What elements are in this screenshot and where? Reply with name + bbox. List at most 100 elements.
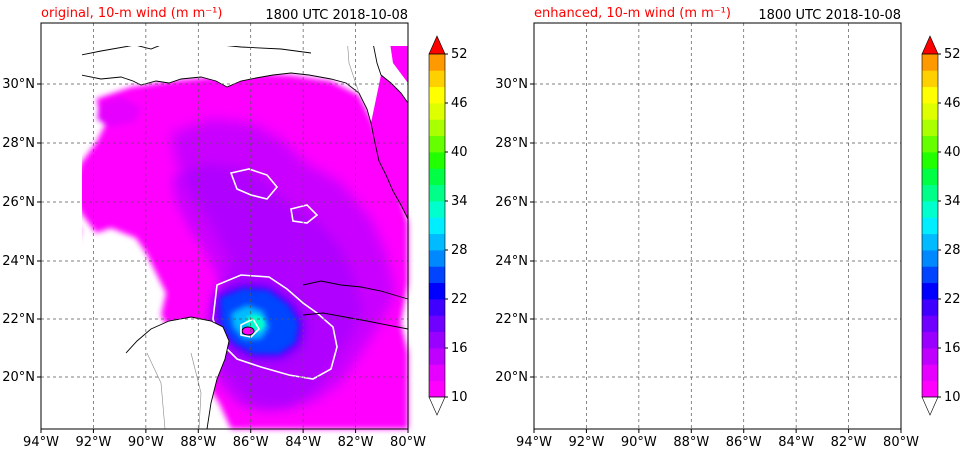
- coastline: [146, 352, 166, 430]
- colorbar-bin: [429, 380, 445, 398]
- colorbar-bin: [922, 299, 938, 316]
- coastline: [796, 313, 901, 329]
- lat-tick-label: 30°N: [495, 77, 528, 92]
- colorbar-extend-min: [921, 396, 939, 416]
- colorbar-bin: [922, 168, 938, 186]
- lon-tick-label: 90°W: [621, 435, 657, 450]
- coastline: [734, 23, 736, 47]
- map-frame: [533, 22, 902, 430]
- lon-tick-label: 94°W: [23, 435, 59, 450]
- colorbar-bin: [429, 119, 445, 137]
- coastline: [619, 317, 722, 429]
- wind-shade-12: [97, 97, 141, 127]
- wind-shade-10-florida: [864, 75, 901, 219]
- coastline: [640, 353, 658, 429]
- colorbar-bin: [429, 70, 445, 88]
- lon-tick-label: 92°W: [568, 435, 604, 450]
- wind-contour: [229, 168, 279, 200]
- map-panel-enhanced: 94°W 92°W 90°W 88°W 86°W 84°W 82°W 80°W 30°N 28°N…: [495, 6, 960, 450]
- coastline: [534, 415, 574, 421]
- colorbar-bin: [922, 282, 938, 300]
- colorbar-bin: [429, 152, 445, 169]
- lon-tick-label: 80°W: [390, 435, 426, 450]
- wind-contour: [290, 204, 319, 224]
- coastline: [694, 23, 696, 43]
- coastline: [82, 72, 409, 220]
- lat-tick-label: 20°N: [495, 370, 528, 385]
- colorbar-tick-label: 40: [944, 145, 961, 160]
- colorbar-extend-max: [428, 35, 446, 55]
- colorbar-bin: [922, 201, 938, 218]
- coastline: [41, 415, 81, 421]
- lon-tick-label: 84°W: [285, 435, 321, 450]
- colorbar-tick-label: 22: [944, 292, 961, 307]
- colorbar-bin: [922, 86, 938, 104]
- lon-tick-label: 92°W: [75, 435, 111, 450]
- wind-shade-10: [564, 73, 901, 429]
- map-frame: [40, 22, 409, 430]
- colorbar-tick-label: 16: [944, 341, 961, 356]
- lat-tick-label: 28°N: [495, 136, 528, 151]
- wind-shade-14: [664, 119, 889, 409]
- colorbar-tick-label: 16: [451, 341, 468, 356]
- coastline: [684, 353, 694, 429]
- colorbar-bin: [922, 348, 938, 365]
- colorbar-bin: [922, 103, 938, 120]
- colorbar-tick-label: 28: [944, 243, 961, 258]
- coastline: [839, 23, 852, 93]
- colorbar-bin: [429, 282, 445, 300]
- colorbar-bin: [429, 331, 445, 349]
- colorbar-tick-label: 40: [451, 145, 468, 160]
- coastline: [864, 23, 901, 103]
- storm-eye: [241, 326, 255, 336]
- wind-shade-24: [722, 276, 817, 375]
- coastline: [190, 352, 202, 430]
- lon-tick-label: 88°W: [180, 435, 216, 450]
- colorbar-tick-label: 52: [944, 47, 961, 62]
- lon-tick-label: 86°W: [726, 435, 762, 450]
- wind-shade-36: [756, 315, 770, 333]
- lat-tick-label: 26°N: [2, 195, 35, 210]
- graticule: [41, 23, 408, 429]
- wind-shade-10-florida: [371, 75, 408, 219]
- colorbar-bin: [429, 266, 445, 284]
- colorbar-tick-label: 10: [451, 390, 468, 405]
- land-us: [82, 46, 381, 123]
- colorbar-bin: [429, 299, 445, 316]
- wind-contour: [784, 205, 810, 223]
- colorbar-bin: [922, 233, 938, 251]
- colorbar-bin: [922, 364, 938, 382]
- colorbar: 52 46 40 34 28 22 16 10: [921, 35, 961, 416]
- wind-shade-28: [732, 303, 774, 351]
- lat-tick-label: 24°N: [2, 254, 35, 269]
- colorbar-bin: [922, 315, 938, 333]
- graticule: [534, 23, 901, 429]
- wind-shade-10: [534, 219, 574, 253]
- colorbar-tick-label: 46: [944, 96, 961, 111]
- colorbar-bin: [429, 54, 445, 71]
- colorbar-bin: [429, 217, 445, 235]
- colorbar-tick-label: 52: [451, 47, 468, 62]
- lon-tick-label: 86°W: [233, 435, 269, 450]
- lat-tick-label: 28°N: [2, 136, 35, 151]
- wind-shade-32: [743, 313, 764, 337]
- wind-shade-10-atlantic: [390, 46, 408, 83]
- coastline: [302, 280, 409, 300]
- colorbar-bin: [922, 217, 938, 235]
- panel-title-right: 1800 UTC 2018-10-08: [265, 8, 408, 23]
- coastline: [534, 41, 804, 55]
- colorbar-bin: [922, 331, 938, 349]
- lat-tick-label: 30°N: [2, 77, 35, 92]
- wind-field: [41, 46, 409, 430]
- land-us: [534, 23, 874, 123]
- lon-tick-label: 82°W: [338, 435, 374, 450]
- colorbar-bin: [429, 250, 445, 267]
- colorbar-frame: [921, 53, 939, 398]
- colorbar-bin: [922, 54, 938, 71]
- lon-tick-label: 94°W: [516, 435, 552, 450]
- wind-contour: [212, 274, 338, 380]
- wind-shade-16: [665, 165, 856, 412]
- colorbar-extend-min: [428, 396, 446, 416]
- coastline: [534, 73, 901, 219]
- lat-tick-label: 22°N: [2, 312, 35, 327]
